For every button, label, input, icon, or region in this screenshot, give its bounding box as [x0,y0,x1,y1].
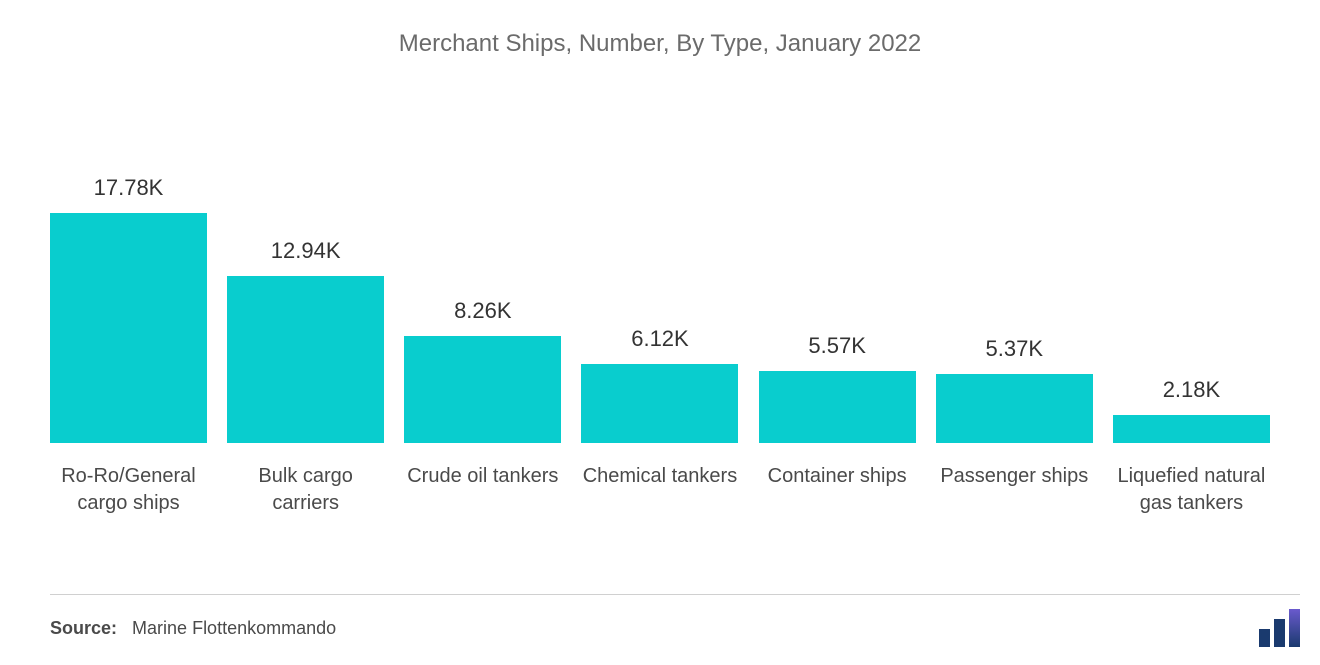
chart-footer: Source: Marine Flottenkommando [50,594,1300,647]
labels-row: Ro-Ro/General cargo ships Bulk cargo car… [50,453,1270,563]
bar-group: 17.78K [50,163,207,443]
bar [227,276,384,443]
bar-value-label: 8.26K [454,298,512,324]
bar-value-label: 2.18K [1163,377,1221,403]
bar-category-label: Ro-Ro/General cargo ships [50,453,207,563]
chart-container: Merchant Ships, Number, By Type, January… [0,0,1320,665]
bar-value-label: 5.37K [986,336,1044,362]
bar-category-label: Passenger ships [936,453,1093,563]
bar [581,364,738,443]
bar-group: 5.57K [759,163,916,443]
bar [936,374,1093,443]
bar-category-label: Bulk cargo carriers [227,453,384,563]
logo-bar-icon [1289,609,1300,647]
bar [1113,415,1270,443]
plot-area: 17.78K 12.94K 8.26K 6.12K 5.57K 5.37K [50,108,1270,563]
bar-category-label: Crude oil tankers [404,453,561,563]
bar-value-label: 5.57K [808,333,866,359]
chart-title: Merchant Ships, Number, By Type, January… [50,30,1270,58]
bar-category-label: Liquefied natural gas tankers [1113,453,1270,563]
bar-group: 6.12K [581,163,738,443]
bar-category-label: Container ships [759,453,916,563]
source-attribution: Source: Marine Flottenkommando [50,618,336,639]
source-prefix: Source: [50,618,117,638]
bar [759,371,916,443]
bar-group: 8.26K [404,163,561,443]
bar-group: 2.18K [1113,163,1270,443]
bar-value-label: 12.94K [271,238,341,264]
logo-bar-icon [1259,629,1270,647]
brand-logo-icon [1259,609,1300,647]
logo-bar-icon [1274,619,1285,647]
bar-value-label: 17.78K [94,175,164,201]
bar-value-label: 6.12K [631,326,689,352]
bar-group: 5.37K [936,163,1093,443]
bar [50,213,207,443]
source-text: Marine Flottenkommando [132,618,336,638]
bar-category-label: Chemical tankers [581,453,738,563]
bar [404,336,561,443]
bars-row: 17.78K 12.94K 8.26K 6.12K 5.57K 5.37K [50,163,1270,443]
bar-group: 12.94K [227,163,384,443]
